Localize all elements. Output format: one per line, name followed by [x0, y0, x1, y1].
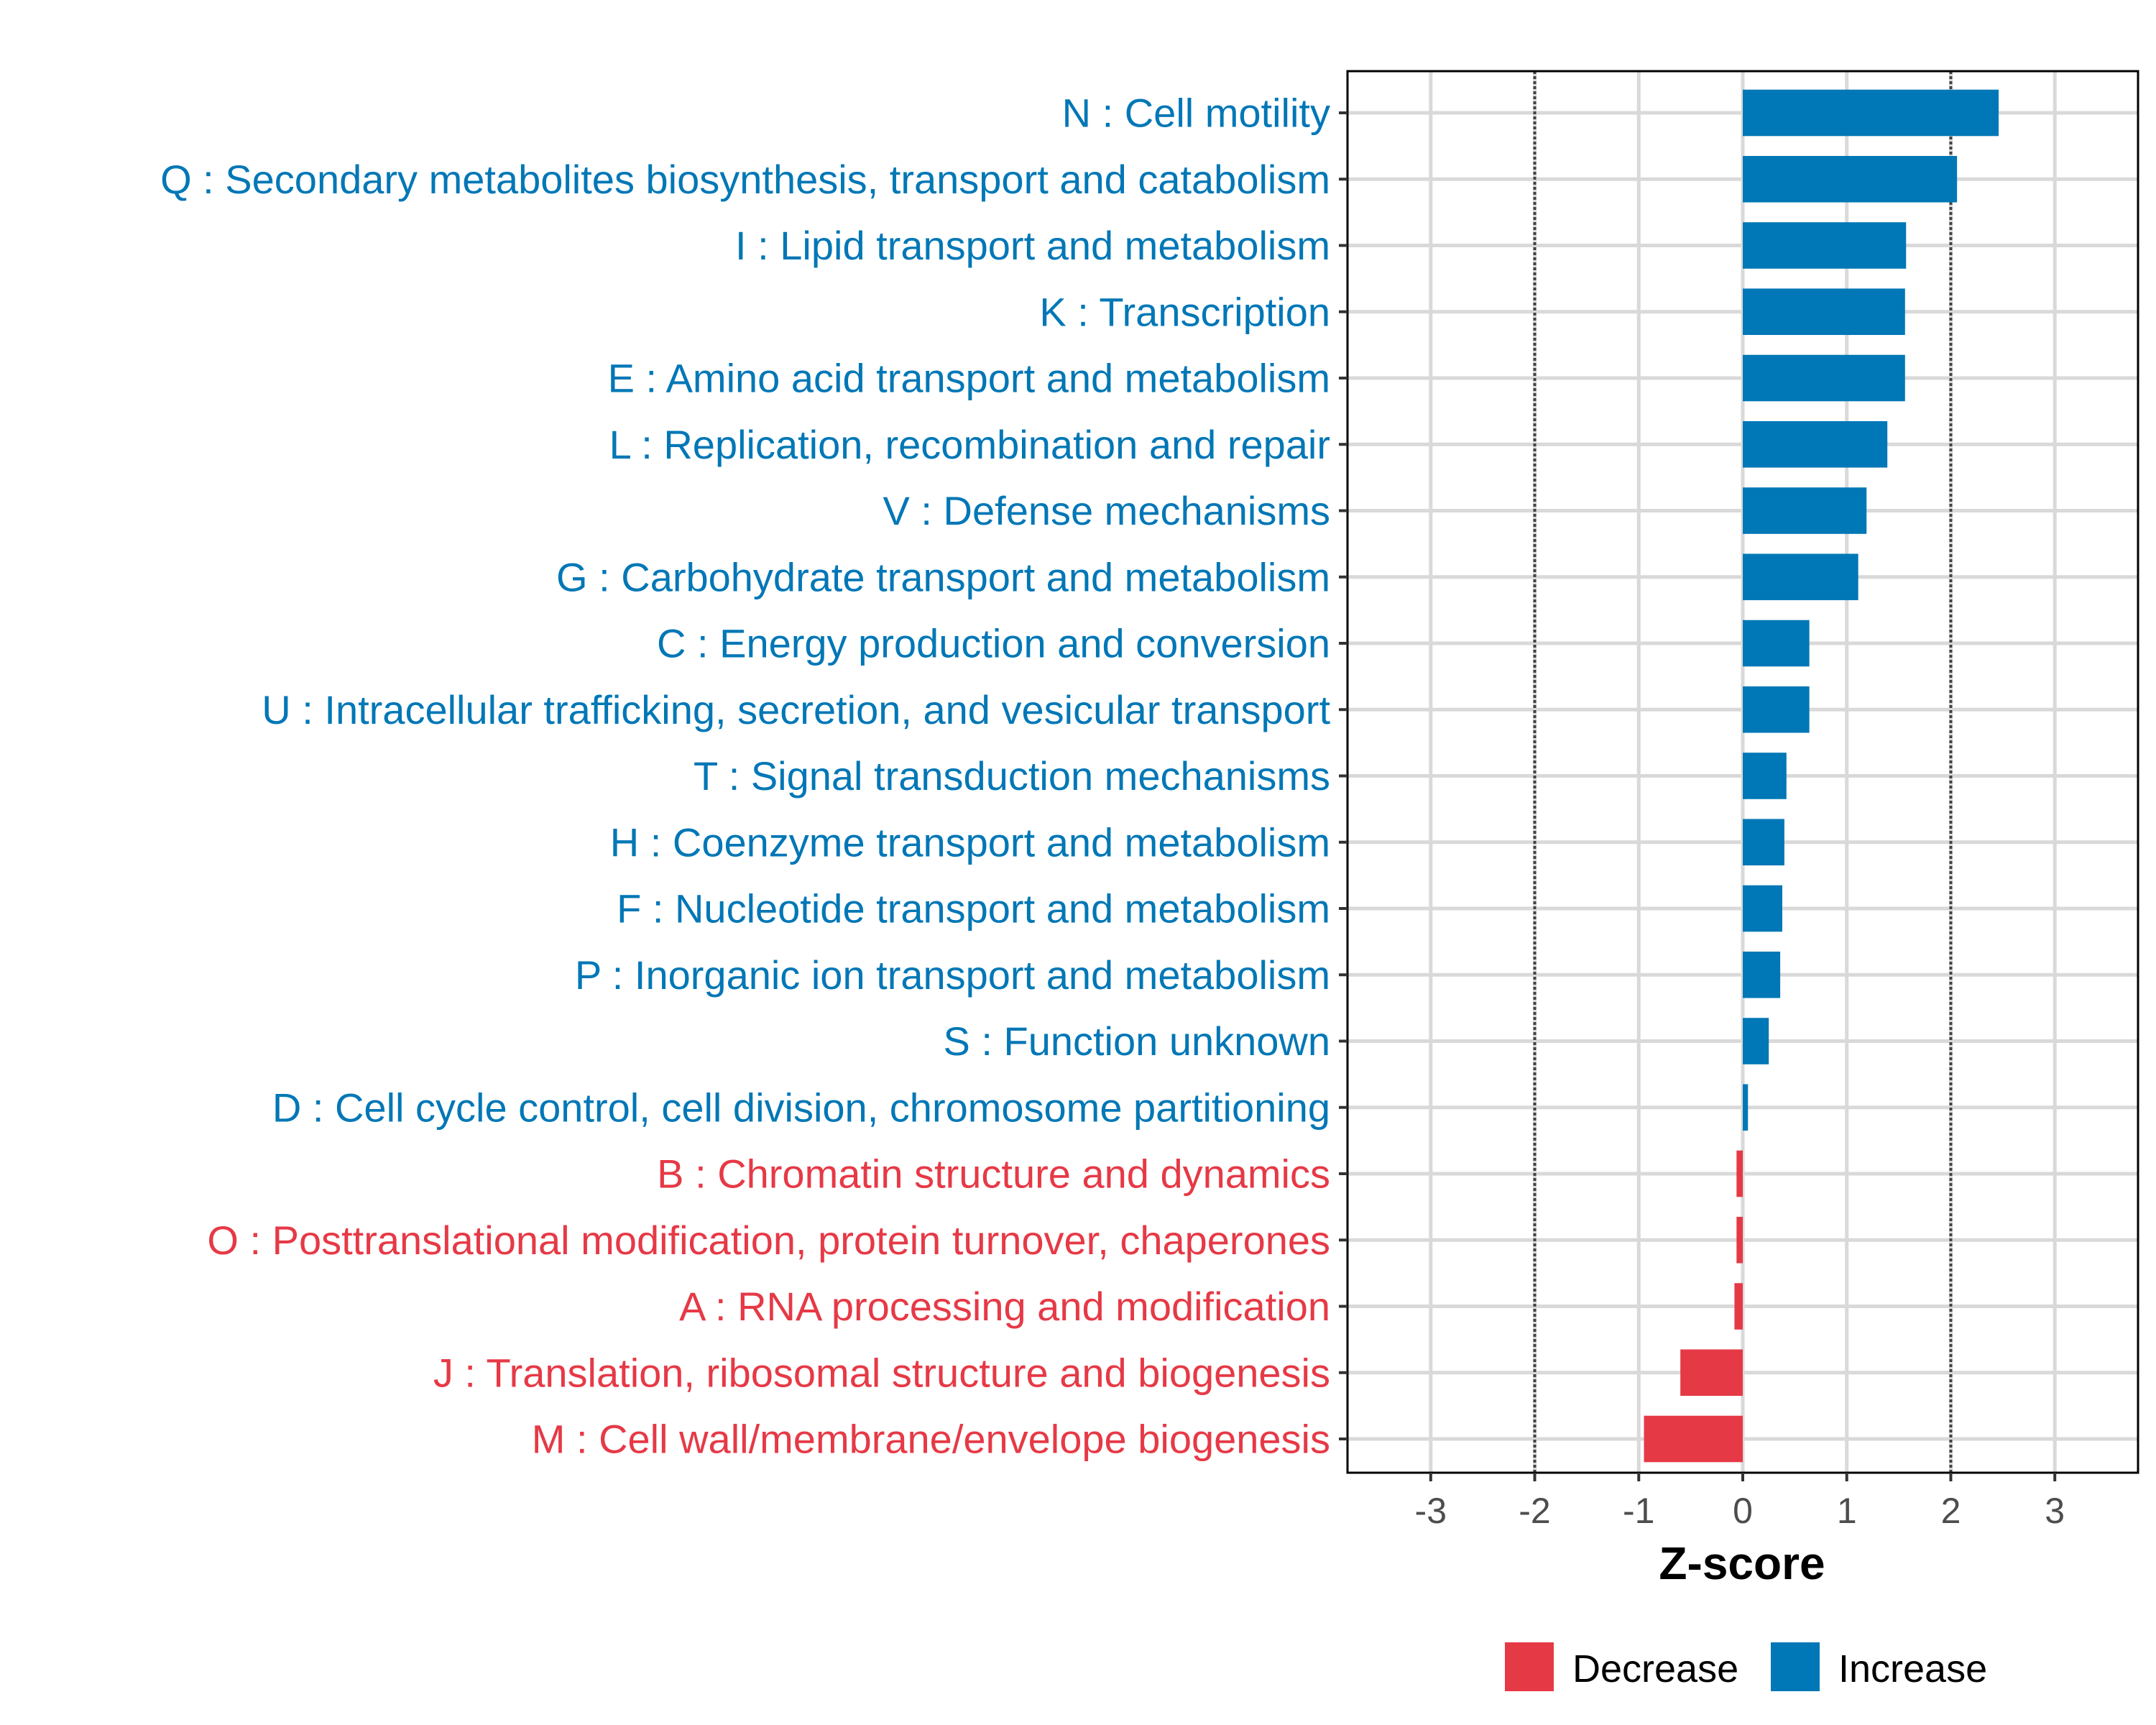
bar	[1743, 288, 1905, 336]
bar	[1743, 155, 1958, 203]
x-tick-label: 2	[1941, 1491, 1961, 1531]
y-tick-label: F : Nucleotide transport and metabolism	[617, 886, 1330, 932]
legend-label-decrease: Decrease	[1572, 1647, 1738, 1690]
bar	[1736, 1150, 1743, 1197]
x-axis-labels: -3 -2 -1 0 1 2 3	[1415, 1491, 2065, 1531]
bar	[1743, 222, 1907, 269]
y-tick-label: C : Energy production and conversion	[657, 621, 1330, 666]
bar	[1743, 620, 1810, 667]
x-tick-label: -3	[1415, 1491, 1447, 1531]
y-tick-label: V : Defense mechanisms	[883, 488, 1330, 533]
y-tick-label: A : RNA processing and modification	[679, 1284, 1330, 1329]
y-tick-label: K : Transcription	[1039, 289, 1330, 334]
y-tick-label: T : Signal transduction mechanisms	[694, 753, 1330, 799]
bar	[1743, 951, 1781, 998]
legend-label-increase: Increase	[1838, 1647, 1987, 1690]
y-tick-label: H : Coenzyme transport and metabolism	[610, 819, 1330, 865]
bar	[1680, 1349, 1743, 1397]
bar	[1743, 753, 1787, 799]
bar	[1743, 819, 1784, 866]
bar	[1743, 89, 1999, 137]
x-tick-label: -1	[1623, 1491, 1654, 1531]
reference-lines	[1533, 71, 1953, 1473]
y-axis-labels: N : Cell motility Q : Secondary metabolit…	[160, 91, 1330, 1462]
y-tick-label: M : Cell wall/membrane/envelope biogenes…	[532, 1417, 1330, 1462]
y-tick-label: J : Translation, ribosomal structure and…	[433, 1350, 1330, 1395]
bar	[1743, 354, 1905, 402]
y-tick-label: E : Amino acid transport and metabolism	[608, 356, 1330, 401]
bar	[1743, 885, 1782, 932]
y-tick-label: L : Replication, recombination and repai…	[609, 422, 1330, 467]
x-tick-label: -2	[1519, 1491, 1550, 1531]
legend-swatch-increase	[1771, 1642, 1820, 1691]
bar	[1736, 1216, 1743, 1264]
legend-swatch-decrease	[1505, 1642, 1554, 1691]
y-tick-label: Q : Secondary metabolites biosynthesis, …	[160, 157, 1330, 202]
bar	[1734, 1283, 1743, 1330]
y-tick-label: D : Cell cycle control, cell division, c…	[272, 1085, 1330, 1130]
legend: Decrease Increase	[1505, 1642, 1987, 1691]
y-tick-label: U : Intracellular trafficking, secretion…	[262, 687, 1330, 732]
bar	[1743, 686, 1810, 733]
y-tick-label: G : Carbohydrate transport and metabolis…	[556, 554, 1330, 599]
x-axis-ticks	[1429, 1473, 2057, 1481]
y-tick-label: O : Posttranslational modification, prot…	[207, 1218, 1330, 1263]
x-tick-label: 3	[2045, 1491, 2065, 1531]
bar	[1743, 553, 1858, 601]
bar	[1644, 1415, 1743, 1463]
y-axis-ticks	[1339, 111, 1348, 1440]
y-tick-label: S : Function unknown	[943, 1018, 1330, 1064]
y-tick-label: I : Lipid transport and metabolism	[735, 223, 1330, 268]
bar	[1743, 487, 1867, 534]
y-tick-label: N : Cell motility	[1062, 91, 1330, 136]
bar	[1743, 1084, 1749, 1131]
bars	[1644, 89, 1999, 1463]
y-tick-label: P : Inorganic ion transport and metaboli…	[575, 952, 1330, 998]
x-axis-title: Z-score	[1659, 1537, 1825, 1589]
x-tick-label: 0	[1733, 1491, 1753, 1531]
y-tick-label: B : Chromatin structure and dynamics	[657, 1151, 1330, 1197]
bar	[1743, 1018, 1769, 1064]
x-tick-label: 1	[1837, 1491, 1857, 1531]
bar	[1743, 420, 1888, 468]
